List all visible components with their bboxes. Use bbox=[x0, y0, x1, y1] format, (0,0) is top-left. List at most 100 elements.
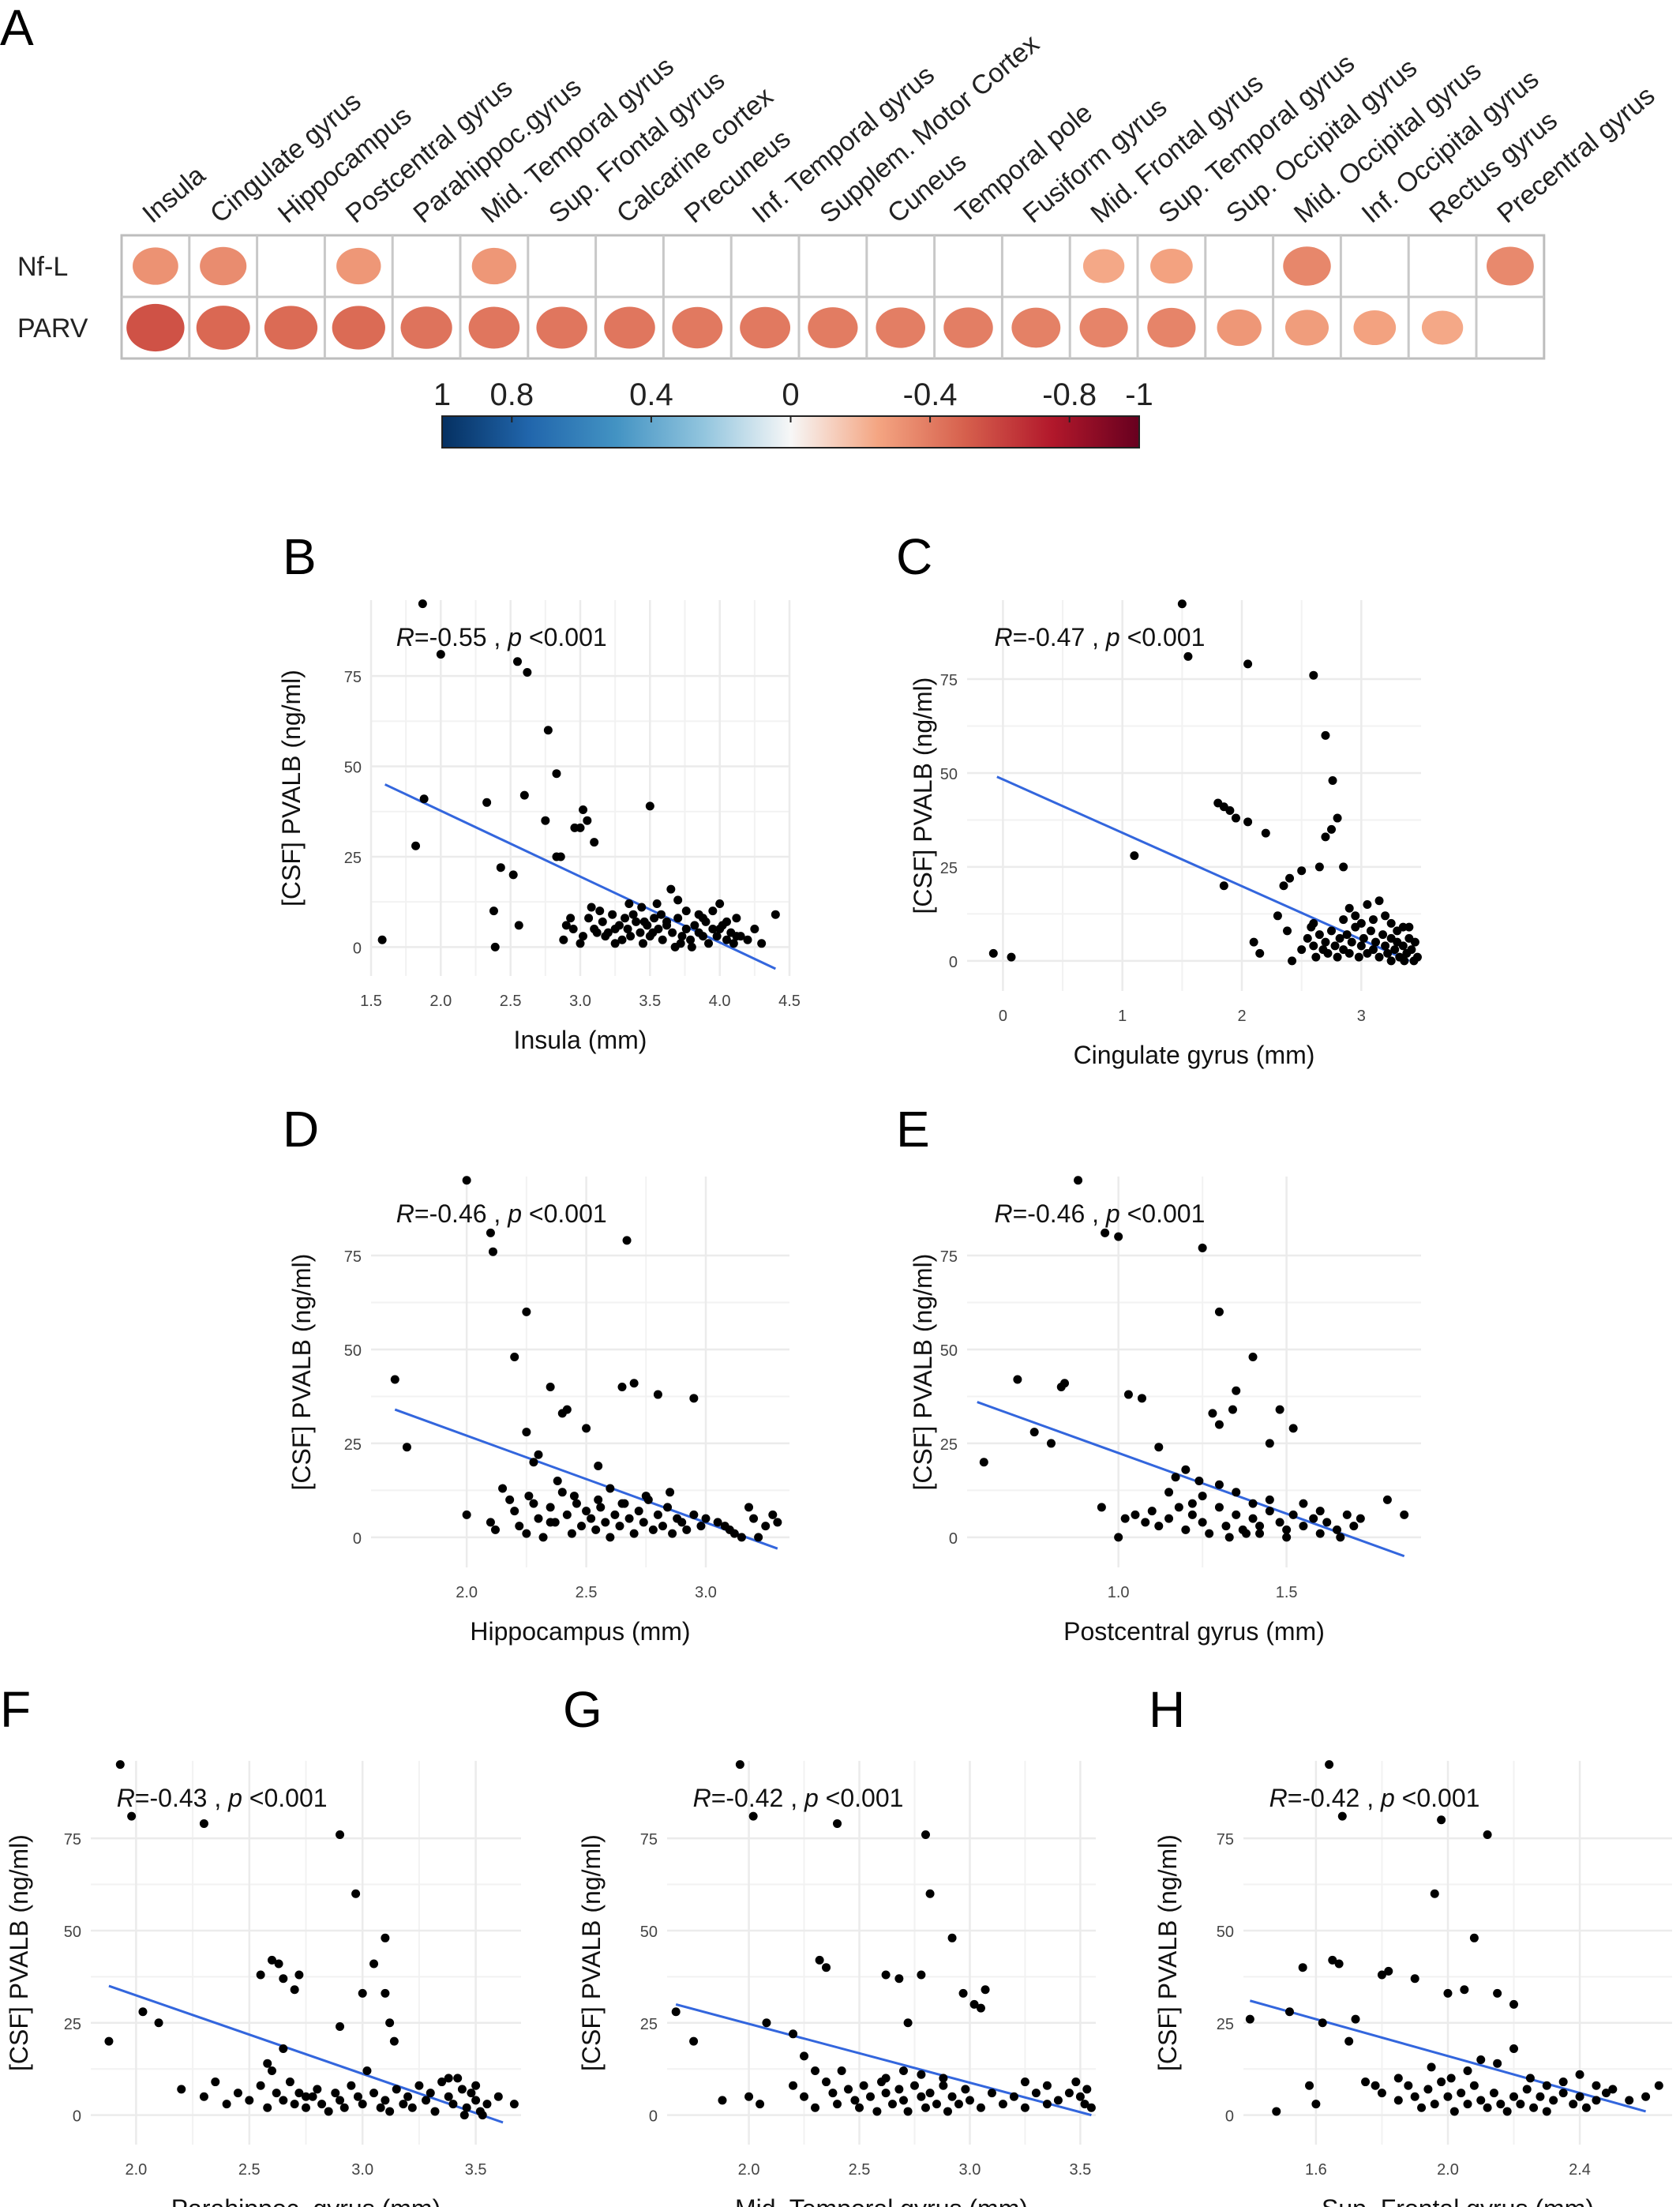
data-point bbox=[582, 1424, 591, 1433]
x-axis-label: Hippocampus (mm) bbox=[470, 1617, 690, 1646]
heatmap-row-label: Nf-L bbox=[17, 252, 68, 282]
data-point bbox=[256, 2081, 265, 2090]
y-tick-label: 25 bbox=[1217, 2016, 1234, 2033]
data-point bbox=[1417, 2103, 1427, 2112]
y-axis-label: [CSF] PVALB (ng/ml) bbox=[277, 670, 306, 906]
data-point bbox=[1053, 2096, 1063, 2105]
data-point bbox=[285, 2078, 294, 2087]
data-point bbox=[1430, 2100, 1439, 2109]
data-point bbox=[1344, 948, 1354, 958]
panel-letter-d: D bbox=[283, 1101, 320, 1158]
data-point bbox=[1443, 2092, 1453, 2101]
data-point bbox=[562, 1510, 572, 1519]
data-point bbox=[744, 2092, 754, 2101]
data-point bbox=[358, 1988, 367, 1998]
x-tick-label: 3.5 bbox=[639, 993, 661, 1010]
regression-line bbox=[108, 1984, 504, 2124]
data-point bbox=[720, 1522, 729, 1531]
data-point bbox=[1060, 1379, 1070, 1388]
data-point bbox=[1082, 2085, 1092, 2094]
data-point bbox=[1502, 2107, 1512, 2116]
data-point bbox=[505, 1495, 515, 1504]
x-axis-label: Insula (mm) bbox=[514, 1026, 647, 1054]
data-point bbox=[1333, 952, 1342, 962]
data-point bbox=[486, 1518, 495, 1527]
annotation-p: p bbox=[507, 1199, 522, 1228]
x-tick-label: 2.5 bbox=[500, 993, 522, 1010]
scatter-panel-f: 2.0 2.5 3.0 3.5 0 25 50 75 R=-0.43 , p <0.001 Par… bbox=[5, 1760, 521, 2207]
data-point bbox=[1330, 941, 1340, 951]
annotation-p-value: <0.001 bbox=[1120, 623, 1206, 651]
data-point bbox=[1377, 1970, 1386, 1980]
data-point bbox=[496, 863, 505, 873]
data-point bbox=[385, 2018, 395, 2028]
data-point bbox=[1198, 1492, 1207, 1501]
data-point bbox=[567, 1529, 576, 1538]
data-point bbox=[490, 942, 500, 951]
data-point bbox=[1141, 1518, 1150, 1527]
data-point bbox=[866, 2092, 876, 2101]
data-point bbox=[656, 910, 666, 919]
data-point bbox=[1181, 1525, 1191, 1534]
data-point bbox=[486, 1228, 495, 1237]
x-tick-label: 3.0 bbox=[959, 2161, 981, 2179]
data-point bbox=[1410, 1974, 1419, 1984]
data-point bbox=[881, 2089, 891, 2098]
data-point bbox=[1601, 2089, 1611, 2098]
data-point bbox=[514, 921, 523, 930]
data-point bbox=[976, 2103, 985, 2112]
data-point bbox=[1309, 670, 1318, 680]
heatmap-cell-circle bbox=[672, 306, 723, 349]
data-point bbox=[614, 921, 624, 930]
data-point bbox=[471, 2096, 481, 2105]
data-point bbox=[414, 2081, 424, 2090]
data-point bbox=[1333, 1525, 1342, 1534]
x-tick-label: 3.0 bbox=[569, 993, 591, 1010]
colorbar-tick-label: -0.8 bbox=[1042, 377, 1097, 412]
data-point bbox=[529, 1458, 538, 1467]
data-point bbox=[1347, 937, 1356, 947]
data-point bbox=[245, 2096, 254, 2105]
data-point bbox=[1221, 1522, 1231, 1531]
data-point bbox=[1390, 945, 1400, 955]
annotation-r-value: =-0.43 , bbox=[135, 1784, 228, 1812]
data-point bbox=[1509, 1999, 1519, 2009]
data-point bbox=[1381, 941, 1390, 951]
data-point bbox=[576, 823, 585, 832]
data-point bbox=[1101, 1228, 1110, 1237]
data-point bbox=[925, 2089, 935, 2098]
data-point bbox=[385, 2107, 395, 2116]
data-point bbox=[510, 1352, 519, 1361]
x-axis-label: Cingulate gyrus (mm) bbox=[1074, 1041, 1315, 1069]
y-tick-label: 0 bbox=[649, 2108, 658, 2126]
data-point bbox=[629, 1379, 639, 1388]
data-point bbox=[1381, 911, 1390, 921]
data-point bbox=[872, 2107, 882, 2116]
data-point bbox=[1232, 1488, 1241, 1497]
y-tick-label: 50 bbox=[1217, 1924, 1234, 1941]
data-point bbox=[1219, 881, 1228, 891]
data-point bbox=[903, 2018, 913, 2028]
data-point bbox=[552, 769, 561, 779]
data-point bbox=[1321, 730, 1330, 740]
data-point bbox=[715, 899, 725, 908]
data-point bbox=[1409, 956, 1419, 966]
data-point bbox=[1299, 1522, 1308, 1531]
data-point bbox=[437, 2078, 447, 2087]
data-point bbox=[1333, 813, 1342, 823]
data-point bbox=[641, 1492, 651, 1501]
data-point bbox=[666, 1488, 675, 1497]
y-tick-label: 0 bbox=[1225, 2108, 1234, 2126]
data-point bbox=[1384, 1966, 1393, 1976]
data-point bbox=[1536, 2092, 1545, 2101]
data-point bbox=[594, 1461, 603, 1470]
data-point bbox=[444, 2092, 453, 2101]
data-point bbox=[561, 921, 571, 930]
data-point bbox=[653, 1510, 662, 1519]
data-point bbox=[467, 2089, 476, 2098]
heatmap-column-label: Insula bbox=[137, 160, 211, 229]
data-point bbox=[961, 2085, 970, 2094]
data-point bbox=[1265, 1495, 1274, 1504]
data-point bbox=[513, 657, 522, 666]
data-point bbox=[629, 1529, 639, 1538]
